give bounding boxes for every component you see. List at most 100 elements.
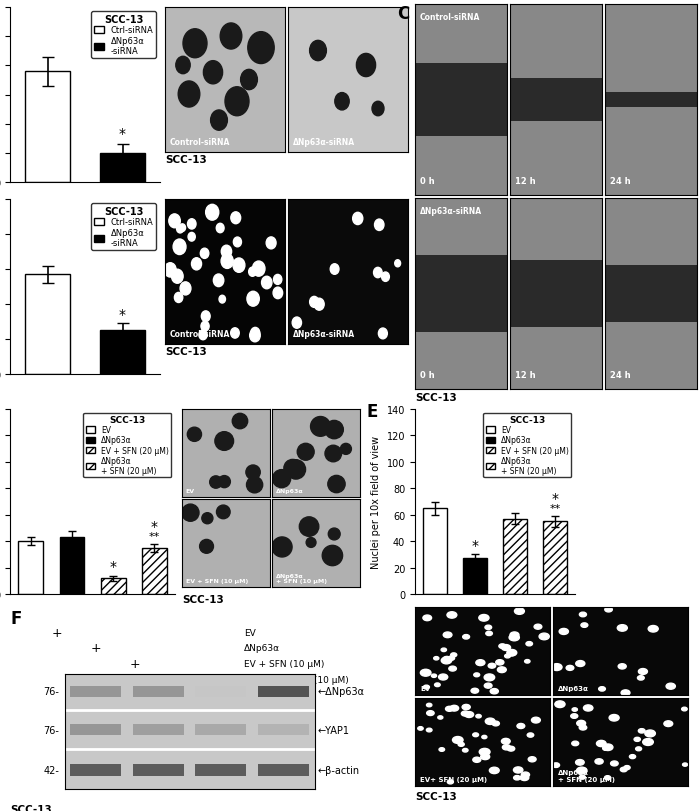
Bar xyxy=(195,764,246,775)
Circle shape xyxy=(231,212,241,225)
Text: EV: EV xyxy=(244,629,256,637)
Text: ΔNp63α: ΔNp63α xyxy=(276,489,303,494)
Circle shape xyxy=(527,733,533,737)
Bar xyxy=(605,199,697,265)
Circle shape xyxy=(223,255,230,264)
Circle shape xyxy=(581,768,586,771)
Text: SCC-13: SCC-13 xyxy=(415,791,456,801)
Circle shape xyxy=(570,714,578,719)
Circle shape xyxy=(452,736,463,744)
Circle shape xyxy=(273,288,283,299)
Circle shape xyxy=(250,329,260,342)
Bar xyxy=(132,685,183,697)
Bar xyxy=(70,764,121,775)
Circle shape xyxy=(192,259,202,271)
Bar xyxy=(415,64,507,136)
Circle shape xyxy=(508,650,516,656)
Circle shape xyxy=(447,612,457,619)
Circle shape xyxy=(447,780,454,784)
Text: +: + xyxy=(90,642,101,654)
Circle shape xyxy=(584,705,593,711)
Bar xyxy=(605,265,697,323)
Bar xyxy=(195,685,246,697)
Text: 0 h: 0 h xyxy=(419,371,434,380)
Circle shape xyxy=(579,725,587,730)
Circle shape xyxy=(443,657,451,662)
Circle shape xyxy=(201,322,209,332)
Circle shape xyxy=(233,259,245,273)
Bar xyxy=(605,108,697,195)
Circle shape xyxy=(559,629,568,635)
Circle shape xyxy=(274,275,282,285)
Circle shape xyxy=(426,703,432,707)
Circle shape xyxy=(566,666,574,671)
Circle shape xyxy=(503,744,510,750)
Bar xyxy=(25,72,70,182)
Circle shape xyxy=(214,275,224,287)
Circle shape xyxy=(353,213,363,225)
Circle shape xyxy=(479,615,489,621)
Text: 24 h: 24 h xyxy=(610,178,630,187)
Circle shape xyxy=(426,728,432,732)
Circle shape xyxy=(598,687,606,691)
Circle shape xyxy=(298,444,314,461)
Circle shape xyxy=(555,701,565,708)
Circle shape xyxy=(372,102,384,117)
Text: SCC-13: SCC-13 xyxy=(165,155,206,165)
Circle shape xyxy=(253,262,265,277)
Circle shape xyxy=(524,659,530,663)
Bar xyxy=(605,323,697,389)
Circle shape xyxy=(300,517,318,537)
Text: 76-: 76- xyxy=(43,686,59,697)
Bar xyxy=(423,508,447,594)
Circle shape xyxy=(443,633,452,638)
Circle shape xyxy=(218,476,230,488)
Circle shape xyxy=(183,30,207,58)
Circle shape xyxy=(682,763,687,766)
Circle shape xyxy=(200,249,209,259)
Circle shape xyxy=(445,706,453,711)
Circle shape xyxy=(272,470,290,488)
Circle shape xyxy=(552,763,559,767)
Circle shape xyxy=(206,205,219,221)
Circle shape xyxy=(499,644,506,649)
Circle shape xyxy=(215,432,234,451)
Circle shape xyxy=(439,748,444,752)
Circle shape xyxy=(465,712,474,718)
Circle shape xyxy=(645,730,655,737)
Circle shape xyxy=(178,82,199,108)
Circle shape xyxy=(330,264,339,275)
Circle shape xyxy=(449,667,456,672)
Circle shape xyxy=(241,71,258,91)
Circle shape xyxy=(526,642,533,646)
Circle shape xyxy=(609,714,619,721)
Circle shape xyxy=(638,676,644,680)
Circle shape xyxy=(188,427,202,442)
Text: C: C xyxy=(397,5,410,23)
Circle shape xyxy=(514,775,520,780)
Circle shape xyxy=(309,297,318,308)
Circle shape xyxy=(636,747,642,751)
Bar xyxy=(70,724,121,736)
Circle shape xyxy=(164,264,176,277)
Circle shape xyxy=(450,706,459,711)
Circle shape xyxy=(418,727,424,730)
Circle shape xyxy=(603,747,608,750)
Circle shape xyxy=(179,225,186,232)
Bar xyxy=(510,79,602,122)
Circle shape xyxy=(517,723,525,728)
Text: ΔNp63α
+ SFN (10 μM): ΔNp63α + SFN (10 μM) xyxy=(276,573,326,584)
Circle shape xyxy=(484,674,495,681)
Circle shape xyxy=(246,466,260,480)
Text: EV + SFN (10 μM): EV + SFN (10 μM) xyxy=(244,659,324,668)
Circle shape xyxy=(335,93,349,111)
Circle shape xyxy=(441,648,447,652)
Circle shape xyxy=(476,714,481,718)
Circle shape xyxy=(225,88,249,117)
Bar xyxy=(503,519,527,594)
Text: 42-: 42- xyxy=(43,765,59,775)
Circle shape xyxy=(638,669,648,675)
Circle shape xyxy=(629,755,636,759)
Text: ΔNp63α-siRNA: ΔNp63α-siRNA xyxy=(293,138,355,147)
Circle shape xyxy=(251,328,260,339)
